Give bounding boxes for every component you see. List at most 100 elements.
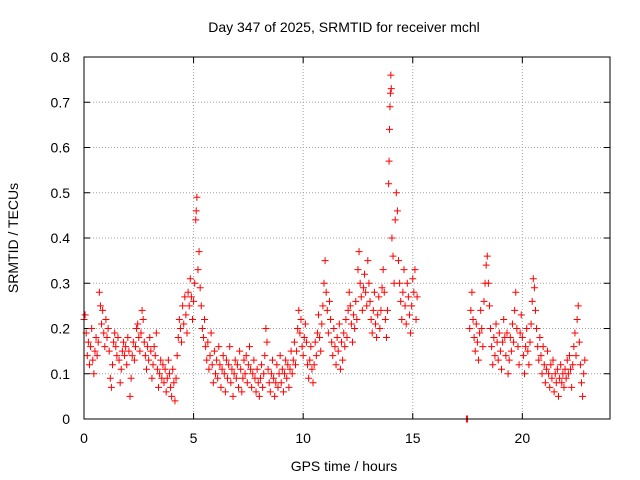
data-point xyxy=(324,329,332,337)
data-point xyxy=(151,352,159,360)
data-point xyxy=(188,315,196,323)
data-point xyxy=(350,311,358,319)
data-point xyxy=(178,338,186,346)
data-point xyxy=(316,334,324,342)
data-point xyxy=(354,266,362,274)
data-point xyxy=(138,306,146,314)
data-point xyxy=(507,347,515,355)
data-point xyxy=(322,288,330,296)
data-point xyxy=(194,266,202,274)
data-point xyxy=(535,356,543,364)
data-point xyxy=(331,343,339,351)
data-point xyxy=(165,370,173,378)
data-point xyxy=(527,320,535,328)
y-tick-label: 0.5 xyxy=(51,185,71,201)
data-point xyxy=(407,329,415,337)
data-point xyxy=(111,329,119,337)
data-point xyxy=(411,266,419,274)
data-point xyxy=(265,379,273,387)
data-point xyxy=(487,325,495,332)
data-point xyxy=(341,343,349,351)
data-point xyxy=(179,302,187,310)
data-point xyxy=(323,306,331,314)
data-point xyxy=(477,306,485,314)
data-point xyxy=(357,293,365,301)
data-point xyxy=(202,343,210,351)
data-point xyxy=(173,352,181,360)
data-point xyxy=(491,352,499,360)
data-point xyxy=(368,329,376,337)
data-point xyxy=(245,343,253,351)
data-point xyxy=(479,343,487,351)
data-point xyxy=(142,365,150,373)
data-point xyxy=(256,374,264,382)
data-point xyxy=(192,207,200,215)
data-point xyxy=(402,320,410,328)
data-point xyxy=(266,388,274,396)
data-point xyxy=(136,347,144,355)
data-point xyxy=(87,343,95,351)
data-point xyxy=(147,347,155,355)
data-point xyxy=(550,388,558,396)
data-point xyxy=(473,338,481,346)
data-point xyxy=(537,352,545,360)
data-point xyxy=(558,379,566,387)
data-point xyxy=(511,306,519,314)
data-point xyxy=(294,325,302,332)
data-point xyxy=(193,193,201,201)
data-point xyxy=(208,361,216,369)
data-point xyxy=(495,329,503,337)
data-point xyxy=(222,356,230,364)
data-point xyxy=(516,329,524,337)
data-point xyxy=(249,370,257,378)
data-point xyxy=(110,338,118,346)
data-point xyxy=(297,315,305,323)
data-point xyxy=(145,356,153,364)
data-point xyxy=(364,257,372,265)
data-point xyxy=(195,248,203,256)
data-point xyxy=(538,370,546,378)
data-point xyxy=(119,338,127,346)
data-point xyxy=(126,392,134,400)
data-point xyxy=(186,275,194,283)
data-point xyxy=(553,365,561,373)
data-point xyxy=(277,379,285,387)
data-point xyxy=(185,302,193,310)
data-point xyxy=(476,329,484,337)
data-point xyxy=(554,392,562,400)
data-point xyxy=(565,352,573,360)
y-tick-label: 0.6 xyxy=(51,140,71,156)
data-point xyxy=(562,374,570,382)
data-point xyxy=(367,315,375,323)
data-point xyxy=(141,352,149,360)
data-point xyxy=(226,343,234,351)
data-point xyxy=(512,288,520,296)
data-point xyxy=(180,320,188,328)
data-point xyxy=(560,383,568,391)
data-point xyxy=(471,347,479,355)
data-point xyxy=(116,379,124,387)
y-tick-label: 0.3 xyxy=(51,275,71,291)
data-point xyxy=(541,379,549,387)
y-tick-label: 0.8 xyxy=(51,49,71,65)
data-point xyxy=(311,338,319,346)
data-point xyxy=(344,306,352,314)
data-point xyxy=(391,216,399,224)
data-point xyxy=(319,302,327,310)
y-tick-labels: 0 0.1 0.2 0.3 0.4 0.5 0.6 0.7 0.8 xyxy=(51,49,71,427)
data-point xyxy=(199,334,207,342)
data-point xyxy=(519,352,527,360)
data-point xyxy=(99,306,107,314)
data-point xyxy=(296,329,304,337)
data-point xyxy=(395,257,403,265)
data-point xyxy=(150,343,158,351)
data-point xyxy=(84,338,92,346)
data-point xyxy=(271,392,279,400)
data-point xyxy=(522,343,530,351)
data-point xyxy=(478,325,486,332)
data-point xyxy=(346,302,354,310)
data-point xyxy=(361,270,369,278)
data-point xyxy=(523,325,531,332)
data-point xyxy=(371,320,379,328)
